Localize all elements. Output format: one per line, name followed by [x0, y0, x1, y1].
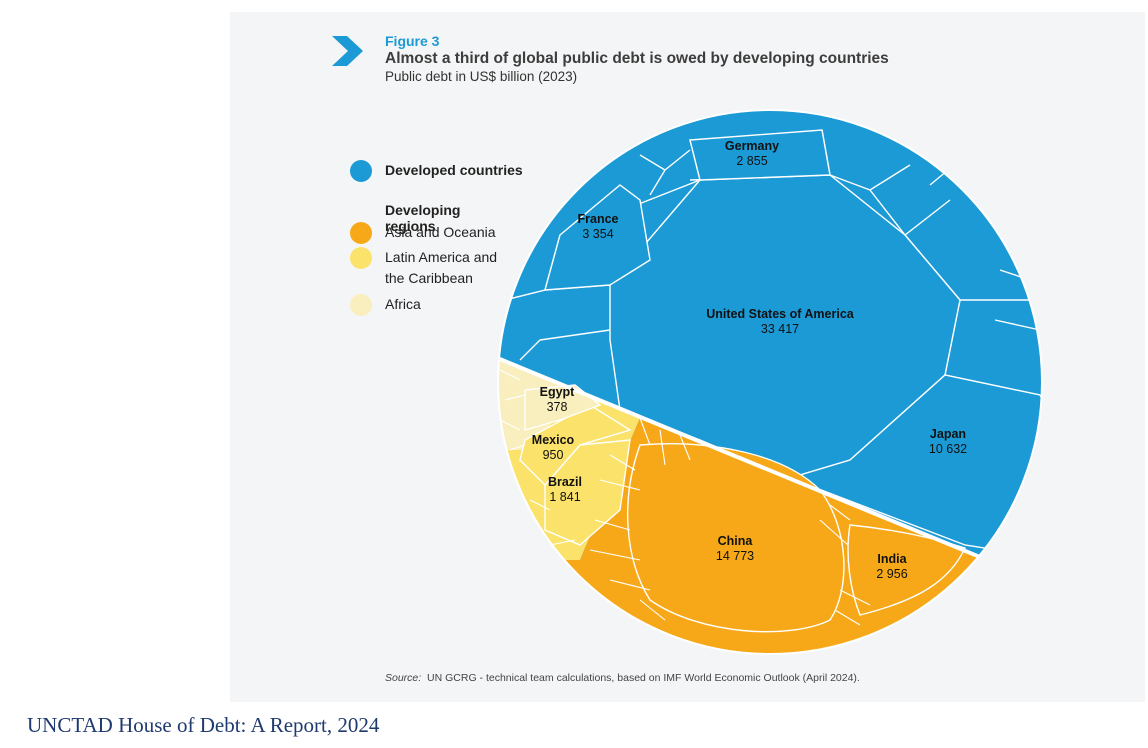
figure-subtitle: Public debt in US$ billion (2023) — [385, 69, 578, 84]
chevron-icon — [332, 36, 363, 66]
legend-label-developed: Developed countries — [385, 162, 523, 178]
china-cell — [627, 443, 845, 633]
legend-item-developed: Developed countries — [350, 160, 550, 182]
cell-value-united-states-of-america: 33 417 — [761, 322, 799, 336]
cell-value-egypt: 378 — [547, 400, 568, 414]
legend-item-africa: Africa — [350, 294, 550, 316]
cell-label-united-states-of-america: United States of America — [706, 307, 855, 321]
legend-label-latam: Latin America and the Caribbean — [385, 247, 497, 289]
france-cell — [544, 184, 651, 291]
report-caption: UNCTAD House of Debt: A Report, 2024 — [27, 713, 380, 737]
cell-value-brazil: 1 841 — [549, 490, 580, 504]
cell-value-mexico: 950 — [543, 448, 564, 462]
figure-title: Almost a third of global public debt is … — [385, 50, 889, 67]
legend-swatch-developed — [350, 160, 372, 182]
cell-value-india: 2 956 — [876, 567, 907, 581]
legend-label-asia: Asia and Oceania — [385, 224, 496, 240]
cell-label-china: China — [718, 534, 754, 548]
cell-label-germany: Germany — [725, 139, 779, 153]
cell-label-india: India — [877, 552, 907, 566]
source-text: UN GCRG - technical team calculations, b… — [427, 672, 860, 684]
legend-heading-developing: Developing regions — [385, 202, 461, 234]
cell-value-japan: 10 632 — [929, 442, 967, 456]
legend-swatch-africa — [350, 294, 372, 316]
cell-label-egypt: Egypt — [540, 385, 576, 399]
germany-cell — [689, 129, 831, 181]
legend-swatch-asia — [350, 222, 372, 244]
cell-label-france: France — [578, 212, 619, 226]
legend-label-latam-line1: Latin America and — [385, 249, 498, 265]
legend-swatch-latam — [350, 247, 372, 269]
cell-value-china: 14 773 — [716, 549, 754, 563]
developed-developing-divider — [498, 353, 1042, 592]
cell-label-brazil: Brazil — [548, 475, 582, 489]
legend-item-latam: Latin America and the Caribbean — [350, 247, 550, 289]
cell-label-mexico: Mexico — [532, 433, 575, 447]
legend-label-latam-line2: the Caribbean — [385, 270, 473, 286]
figure-label: Figure 3 — [385, 33, 440, 49]
source-note: Source: UN GCRG - technical team calcula… — [385, 672, 860, 684]
india-cell — [847, 524, 966, 616]
source-prefix: Source: — [385, 672, 422, 684]
cell-label-japan: Japan — [930, 427, 966, 441]
legend-item-asia: Asia and Oceania — [350, 222, 550, 244]
cell-value-france: 3 354 — [582, 227, 613, 241]
legend-label-africa: Africa — [385, 296, 421, 312]
cell-value-germany: 2 855 — [736, 154, 767, 168]
